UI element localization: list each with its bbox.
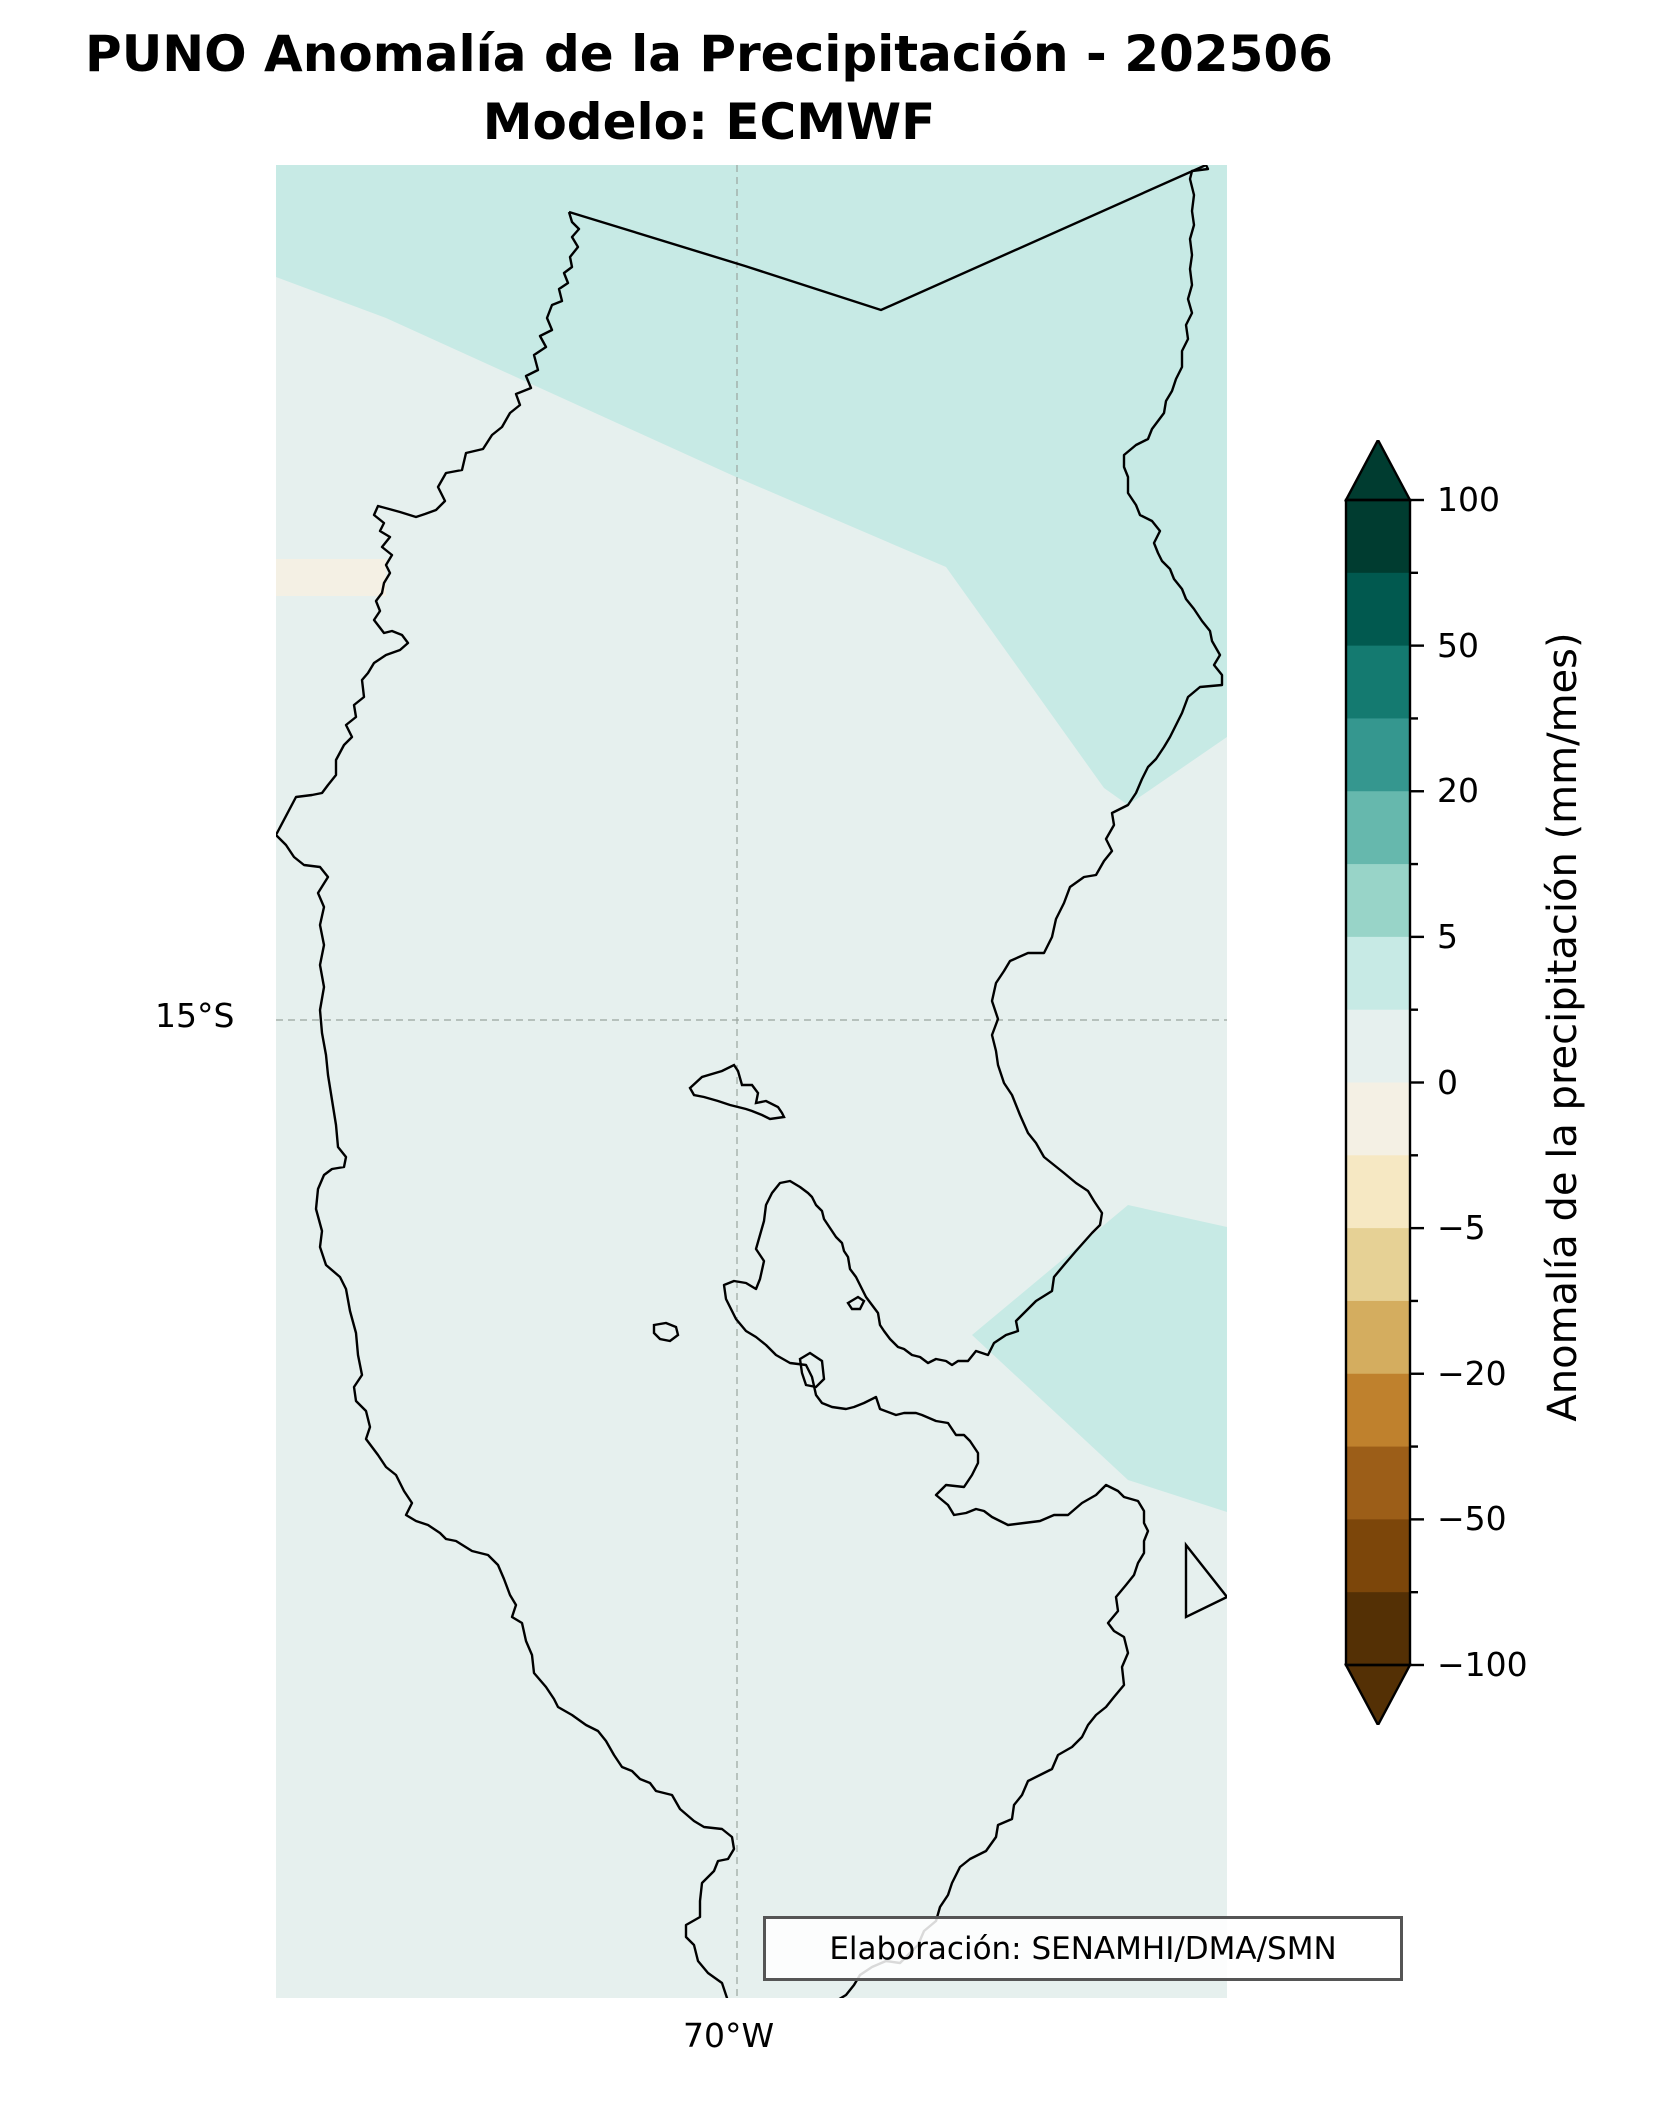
- northern-border-line: [568, 165, 1207, 312]
- map-title: PUNO Anomalía de la Precipitación - 2025…: [85, 25, 1333, 83]
- colorbar: [1344, 440, 1424, 1725]
- southeast-border-line: [1184, 1541, 1227, 1619]
- puno-region-outline: [276, 211, 736, 1998]
- colorbar-tick-label: 50: [1437, 625, 1479, 665]
- longitude-tick-label: 70°W: [683, 2016, 775, 2055]
- colorbar-tick-label: 100: [1437, 480, 1500, 519]
- colorbar-band: [1346, 1228, 1410, 1302]
- colorbar-band: [1346, 1592, 1410, 1666]
- credit-text: Elaboración: SENAMHI/DMA/SMN: [829, 1930, 1337, 1967]
- colorbar-tick-label: −20: [1437, 1353, 1507, 1393]
- anomaly-zone-east: [972, 1205, 1227, 1512]
- colorbar-tick-label: −50: [1437, 1499, 1507, 1539]
- colorbar-band: [1346, 1300, 1410, 1375]
- map-subtitle: Modelo: ECMWF: [482, 93, 936, 151]
- colorbar-band: [1346, 500, 1410, 574]
- lake-island-mid: [798, 1351, 826, 1389]
- colorbar-bands: [1346, 500, 1410, 1666]
- lake-island-small: [846, 1295, 866, 1311]
- colorbar-band: [1346, 1082, 1410, 1156]
- colorbar-band: [1346, 1446, 1410, 1520]
- anomaly-zone-west: [276, 559, 386, 596]
- colorbar-label: Anomalía de la precipitación (mm/mes): [1540, 632, 1586, 1422]
- colorbar-extend-bottom: [1344, 1663, 1412, 1725]
- lake-island-west: [652, 1321, 680, 1343]
- map-panel: [276, 165, 1227, 1998]
- colorbar-band: [1346, 1155, 1410, 1229]
- colorbar-band: [1346, 791, 1410, 865]
- anomaly-zone-north: [276, 165, 1227, 805]
- latitude-tick-label: 15°S: [155, 996, 235, 1035]
- colorbar-band: [1346, 1373, 1410, 1448]
- colorbar-band: [1346, 1009, 1410, 1083]
- colorbar-tick-marks: [1410, 498, 1424, 1667]
- colorbar-band: [1346, 864, 1410, 938]
- colorbar-extend-top: [1344, 440, 1412, 502]
- colorbar-band: [1346, 1519, 1410, 1593]
- colorbar-band: [1346, 572, 1410, 647]
- puno-region-outline-east: [722, 165, 1224, 1998]
- colorbar-band: [1346, 936, 1410, 1011]
- colorbar-tick-label: 0: [1437, 1062, 1458, 1102]
- colorbar-tick-label: −100: [1437, 1645, 1528, 1684]
- credit-box: Elaboración: SENAMHI/DMA/SMN: [763, 1916, 1403, 1981]
- colorbar-tick-label: 20: [1437, 771, 1479, 811]
- lake-island-upper: [688, 1063, 786, 1121]
- colorbar-band: [1346, 645, 1410, 719]
- colorbar-tick-label: −5: [1437, 1208, 1486, 1248]
- colorbar-tick-label: 5: [1437, 916, 1458, 956]
- colorbar-band: [1346, 718, 1410, 792]
